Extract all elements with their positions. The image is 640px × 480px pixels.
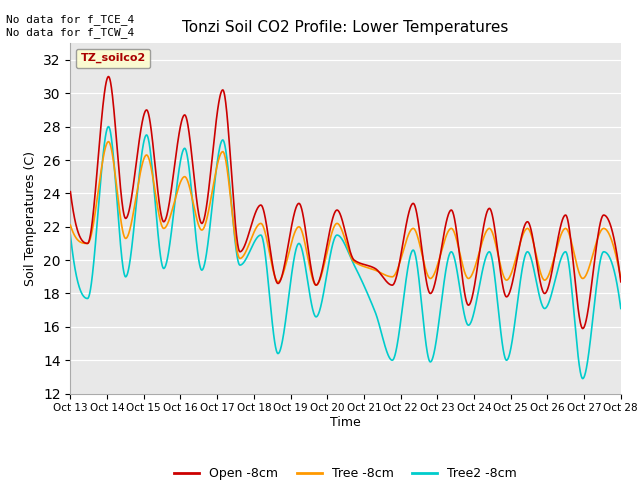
Tree -8cm (95, 186, 102, 192)
Title: Tonzi Soil CO2 Profile: Lower Temperatures: Tonzi Soil CO2 Profile: Lower Temperatur… (182, 20, 509, 35)
Open -8cm (601, 213, 609, 218)
Open -8cm (320, 260, 328, 265)
Tree -8cm (104, 139, 112, 144)
Tree2 -8cm (67, 232, 74, 238)
Text: No data for f_TCE_4
No data for f_TCW_4: No data for f_TCE_4 No data for f_TCW_4 (6, 14, 134, 38)
Open -8cm (95, 152, 102, 157)
Tree -8cm (335, 221, 342, 227)
Open -8cm (579, 325, 587, 331)
Legend: Open -8cm, Tree -8cm, Tree2 -8cm: Open -8cm, Tree -8cm, Tree2 -8cm (169, 462, 522, 480)
Tree2 -8cm (95, 204, 102, 210)
Y-axis label: Soil Temperatures (C): Soil Temperatures (C) (24, 151, 37, 286)
Tree2 -8cm (320, 289, 328, 295)
Open -8cm (500, 289, 508, 295)
Tree -8cm (312, 282, 320, 288)
X-axis label: Time: Time (330, 416, 361, 429)
Tree2 -8cm (617, 306, 625, 312)
Tree -8cm (602, 226, 609, 232)
Line: Tree2 -8cm: Tree2 -8cm (70, 127, 621, 379)
Tree -8cm (320, 263, 328, 268)
Tree2 -8cm (335, 232, 342, 238)
Tree -8cm (601, 226, 609, 232)
Tree -8cm (67, 222, 74, 228)
Open -8cm (602, 213, 609, 218)
Tree -8cm (500, 275, 508, 281)
Open -8cm (335, 208, 342, 214)
Tree2 -8cm (579, 376, 587, 382)
Line: Tree -8cm: Tree -8cm (70, 142, 621, 285)
Line: Open -8cm: Open -8cm (70, 77, 621, 328)
Tree2 -8cm (601, 249, 609, 255)
Tree2 -8cm (104, 124, 112, 130)
Tree -8cm (617, 276, 625, 281)
Open -8cm (104, 74, 112, 80)
Open -8cm (67, 189, 74, 194)
Tree2 -8cm (602, 249, 609, 255)
Open -8cm (617, 279, 625, 285)
Tree2 -8cm (500, 351, 508, 357)
